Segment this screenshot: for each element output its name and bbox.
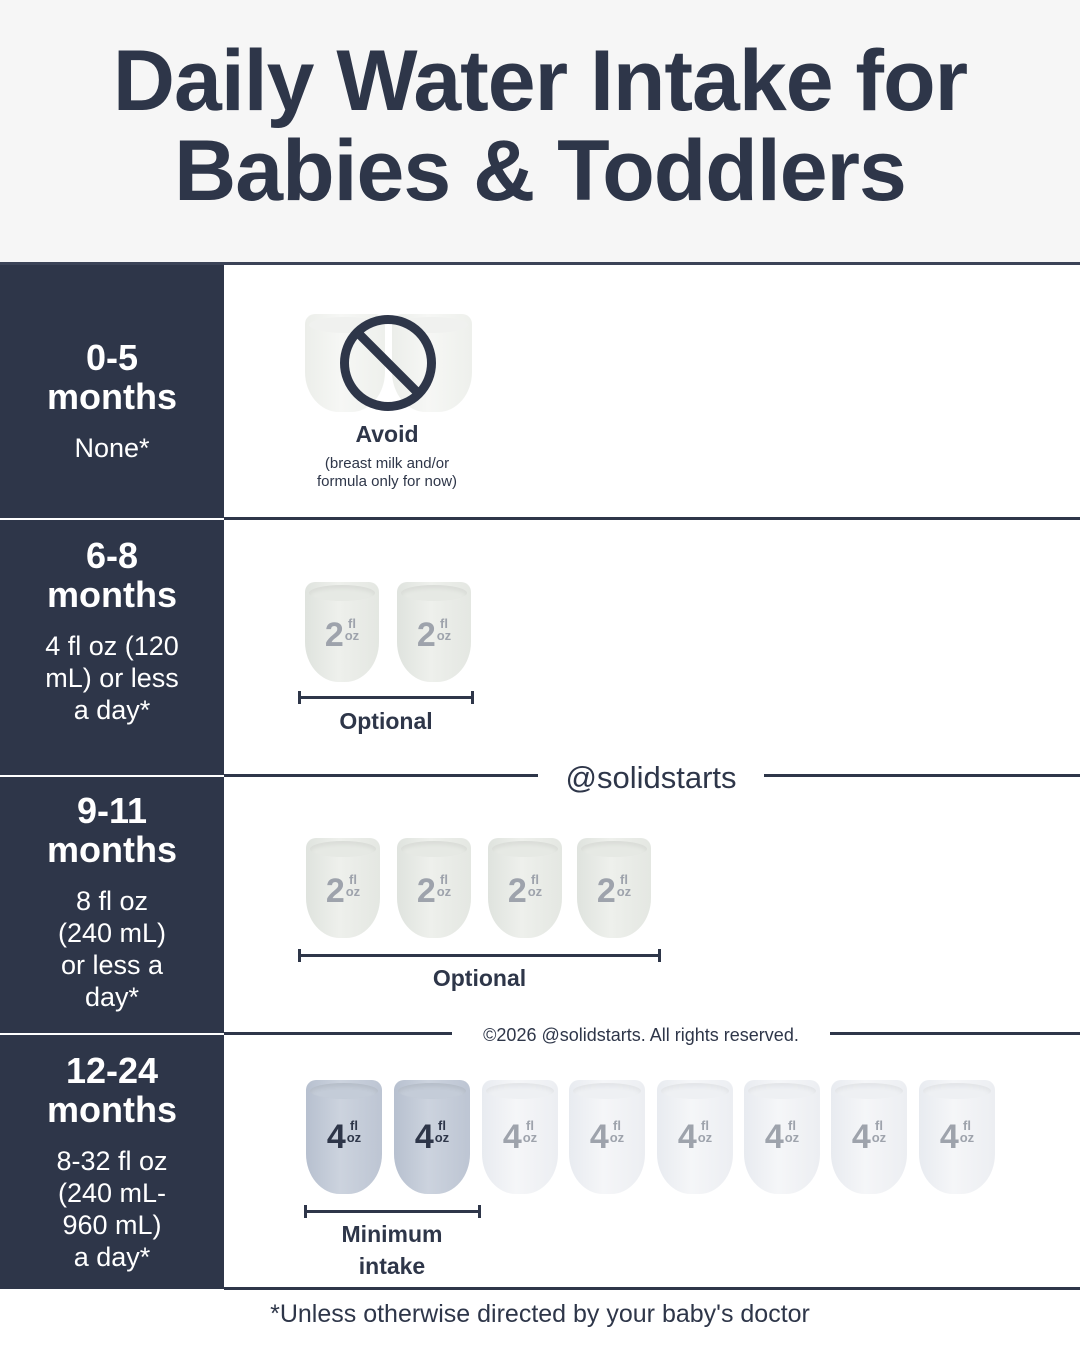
cup-4oz-icon: 4 fl oz [744,1080,820,1194]
header: Daily Water Intake for Babies & Toddlers [0,0,1080,262]
amount-label: None* [74,433,150,463]
header-divider [0,262,1080,265]
age-cell-12-24: 12-24 months 8-32 fl oz (240 mL- 960 mL)… [0,1035,224,1289]
footnote: *Unless otherwise directed by your baby'… [270,1300,810,1328]
cup-2oz-icon: 2 fl oz [306,838,380,938]
amount-label: 4 fl oz (120 mL) or less a day* [45,631,179,725]
age-cell-0-5: 0-5 months None* [0,265,224,518]
cup-4oz-icon: 4 fl oz [306,1080,382,1194]
cup-4oz-icon: 4 fl oz [657,1080,733,1194]
left-divider [0,775,224,777]
no-sign-icon [340,315,436,411]
handle-watermark: @solidstarts [538,758,764,798]
cup-2oz-icon: 2 fl oz [397,582,471,682]
avoid-label: Avoid [355,421,419,447]
cup-2oz-icon: 2 fl oz [397,838,471,938]
cup-2oz-icon: 2 fl oz [577,838,651,938]
cup-4oz-icon: 4 fl oz [919,1080,995,1194]
optional-caption: Optional [432,965,527,991]
age-label: 0-5 months [47,337,177,417]
range-bracket [298,949,661,962]
row-divider [224,1287,1080,1290]
left-divider [0,518,224,520]
minimum-intake-caption: Minimum intake [341,1221,443,1279]
cup-2oz-icon: 2 fl oz [305,582,379,682]
cup-2oz-icon: 2 fl oz [488,838,562,938]
age-cell-6-8: 6-8 months 4 fl oz (120 mL) or less a da… [0,520,224,775]
optional-caption: Optional [339,708,433,734]
cup-4oz-icon: 4 fl oz [482,1080,558,1194]
amount-label: 8 fl oz (240 mL) or less a day* [57,886,167,1012]
cup-4oz-icon: 4 fl oz [394,1080,470,1194]
age-label: 9-11 months [47,790,177,870]
avoid-note: (breast milk and/or formula only for now… [316,455,458,490]
left-divider [0,1033,224,1035]
age-label: 12-24 months [47,1050,177,1130]
age-label: 6-8 months [47,535,177,615]
range-bracket [298,691,474,704]
range-bracket [304,1205,481,1218]
cup-4oz-icon: 4 fl oz [831,1080,907,1194]
row-divider [224,517,1080,520]
page-title: Daily Water Intake for Babies & Toddlers [112,33,968,219]
age-cell-9-11: 9-11 months 8 fl oz (240 mL) or less a d… [0,777,224,1033]
amount-label: 8-32 fl oz (240 mL- 960 mL) a day* [56,1146,168,1272]
cup-4oz-icon: 4 fl oz [569,1080,645,1194]
copyright-watermark: ©2026 @solidstarts. All rights reserved. [452,1022,830,1048]
